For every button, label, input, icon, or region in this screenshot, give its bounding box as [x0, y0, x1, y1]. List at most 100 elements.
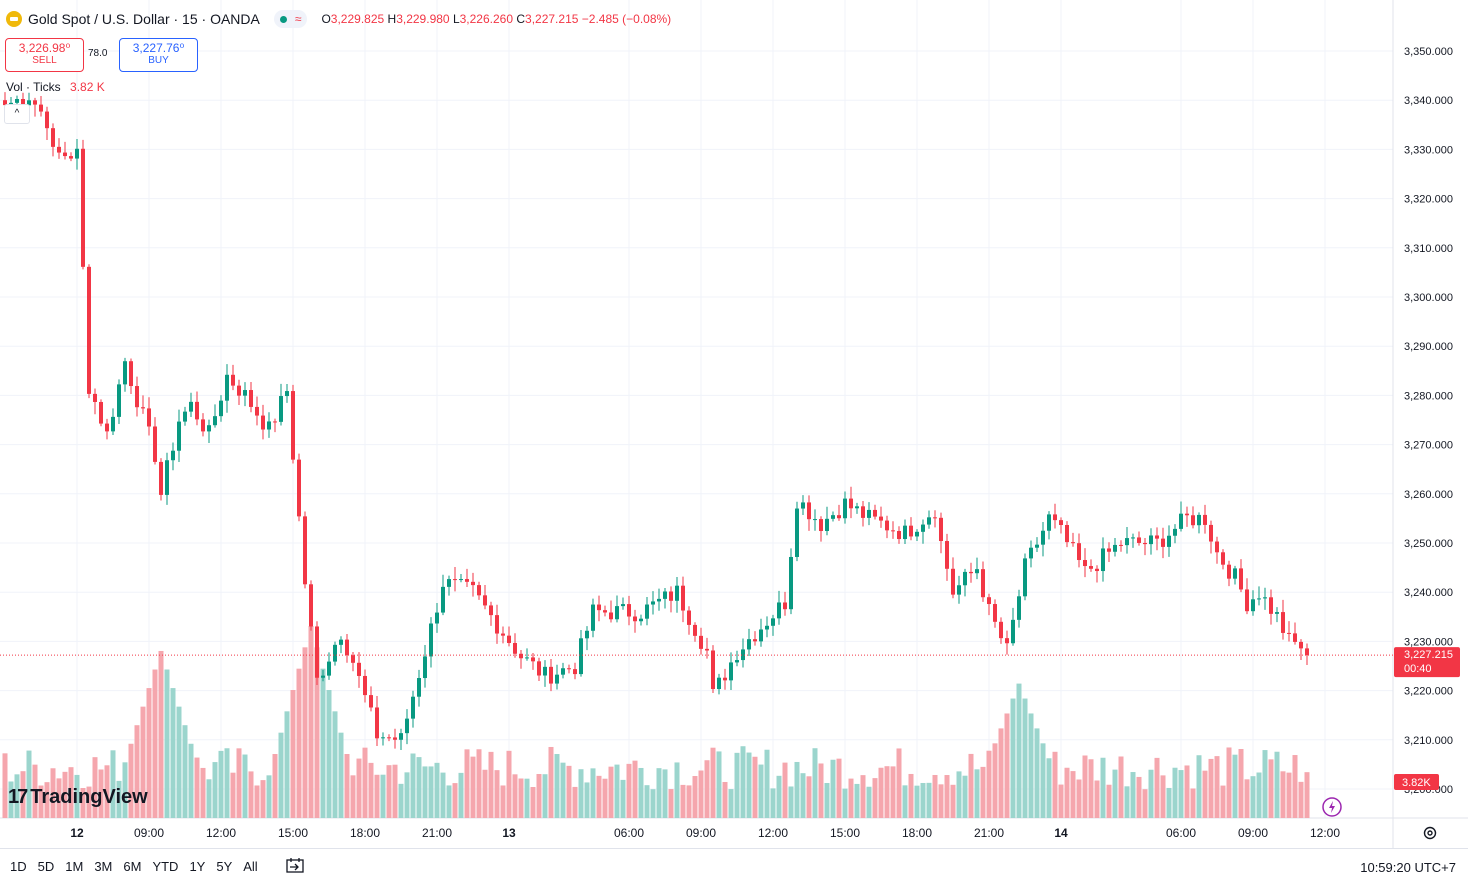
candle-body[interactable] [75, 148, 79, 159]
candle-body[interactable] [1293, 633, 1297, 642]
candle-body[interactable] [909, 525, 913, 537]
candle-body[interactable] [183, 411, 187, 422]
candle-body[interactable] [429, 623, 433, 657]
candle-body[interactable] [171, 450, 175, 461]
candle-body[interactable] [963, 571, 967, 586]
candle-body[interactable] [1041, 530, 1045, 545]
candle-body[interactable] [465, 579, 469, 582]
candle-body[interactable] [309, 584, 313, 627]
candle-body[interactable] [681, 585, 685, 611]
candle-body[interactable] [903, 525, 907, 540]
candle-body[interactable] [1155, 535, 1159, 539]
candle-body[interactable] [1125, 538, 1129, 546]
candle-body[interactable] [825, 518, 829, 532]
candle-body[interactable] [609, 612, 613, 620]
candle-body[interactable] [1131, 537, 1135, 539]
candle-body[interactable] [1233, 568, 1237, 579]
candle-body[interactable] [303, 516, 307, 585]
last-price-tag[interactable] [1394, 647, 1460, 678]
candle-body[interactable] [783, 602, 787, 610]
candle-body[interactable] [1221, 552, 1225, 565]
range-button[interactable]: All [243, 859, 258, 874]
candle-body[interactable] [1053, 514, 1057, 521]
candle-body[interactable] [1017, 596, 1021, 620]
candle-body[interactable] [1197, 514, 1201, 526]
candle-body[interactable] [507, 635, 511, 643]
candle-body[interactable] [1047, 514, 1051, 531]
utc-clock[interactable]: 10:59:20 UTC+7 [1360, 860, 1456, 875]
candle-body[interactable] [63, 152, 67, 157]
candle-body[interactable] [1077, 543, 1081, 561]
candle-body[interactable] [177, 421, 181, 451]
candle-body[interactable] [279, 396, 283, 422]
candle-body[interactable] [237, 385, 241, 396]
candle-body[interactable] [105, 423, 109, 432]
candle-body[interactable] [981, 569, 985, 598]
candle-body[interactable] [273, 421, 277, 423]
candle-body[interactable] [807, 502, 811, 520]
candle-body[interactable] [99, 401, 103, 424]
candle-body[interactable] [399, 733, 403, 740]
candle-body[interactable] [645, 604, 649, 619]
candle-body[interactable] [1035, 544, 1039, 548]
range-button[interactable]: 5Y [216, 859, 233, 874]
candle-body[interactable] [135, 386, 139, 408]
candle-body[interactable] [405, 718, 409, 734]
candle-body[interactable] [489, 605, 493, 616]
candle-body[interactable] [189, 401, 193, 412]
candle-body[interactable] [381, 737, 385, 739]
candle-body[interactable] [1071, 542, 1075, 544]
candle-body[interactable] [261, 415, 265, 430]
candle-body[interactable] [519, 653, 523, 659]
candle-body[interactable] [477, 585, 481, 596]
candle-body[interactable] [123, 361, 127, 385]
candle-body[interactable] [921, 524, 925, 532]
candle-body[interactable] [543, 666, 547, 676]
candle-body[interactable] [69, 156, 73, 159]
candle-body[interactable] [579, 638, 583, 675]
candle-body[interactable] [945, 541, 949, 569]
candle-body[interactable] [573, 669, 577, 675]
candle-body[interactable] [753, 639, 757, 642]
candle-body[interactable] [1005, 638, 1009, 644]
candle-body[interactable] [651, 601, 655, 605]
candle-body[interactable] [633, 616, 637, 622]
candle-body[interactable] [417, 678, 421, 697]
candle-body[interactable] [969, 571, 973, 574]
candle-body[interactable] [33, 100, 37, 105]
candle-body[interactable] [285, 391, 289, 397]
candle-body[interactable] [1023, 558, 1027, 597]
candle-body[interactable] [441, 586, 445, 613]
candle-body[interactable] [1269, 597, 1273, 614]
range-button[interactable]: YTD [152, 859, 179, 874]
candle-body[interactable] [153, 426, 157, 462]
candle-body[interactable] [111, 416, 115, 432]
candle-body[interactable] [1203, 514, 1207, 525]
candle-body[interactable] [423, 656, 427, 679]
settings-gear-icon[interactable] [1422, 825, 1438, 841]
volume-legend[interactable]: Vol · Ticks 3.82 K [6, 80, 105, 94]
candle-body[interactable] [1107, 548, 1111, 552]
candle-body[interactable] [957, 585, 961, 595]
candle-body[interactable] [747, 639, 751, 650]
candle-body[interactable] [1095, 568, 1099, 572]
candle-body[interactable] [513, 642, 517, 654]
candle-body[interactable] [291, 391, 295, 460]
candle-body[interactable] [891, 530, 895, 532]
candle-body[interactable] [201, 419, 205, 432]
candle-body[interactable] [435, 612, 439, 624]
candle-body[interactable] [1257, 598, 1261, 600]
candle-body[interactable] [1059, 520, 1063, 525]
candle-body[interactable] [297, 459, 301, 517]
candle-body[interactable] [855, 506, 859, 509]
candle-body[interactable] [375, 707, 379, 739]
price-chart[interactable]: 3,200.0003,210.0003,220.0003,230.0003,24… [0, 0, 1468, 848]
candle-body[interactable] [615, 606, 619, 620]
candle-body[interactable] [141, 407, 145, 409]
candle-body[interactable] [765, 625, 769, 630]
tradingview-logo[interactable]: 17 TradingView [8, 786, 148, 809]
candle-body[interactable] [165, 460, 169, 495]
range-button[interactable]: 1M [65, 859, 84, 874]
candle-body[interactable] [27, 100, 31, 106]
candle-body[interactable] [351, 655, 355, 663]
